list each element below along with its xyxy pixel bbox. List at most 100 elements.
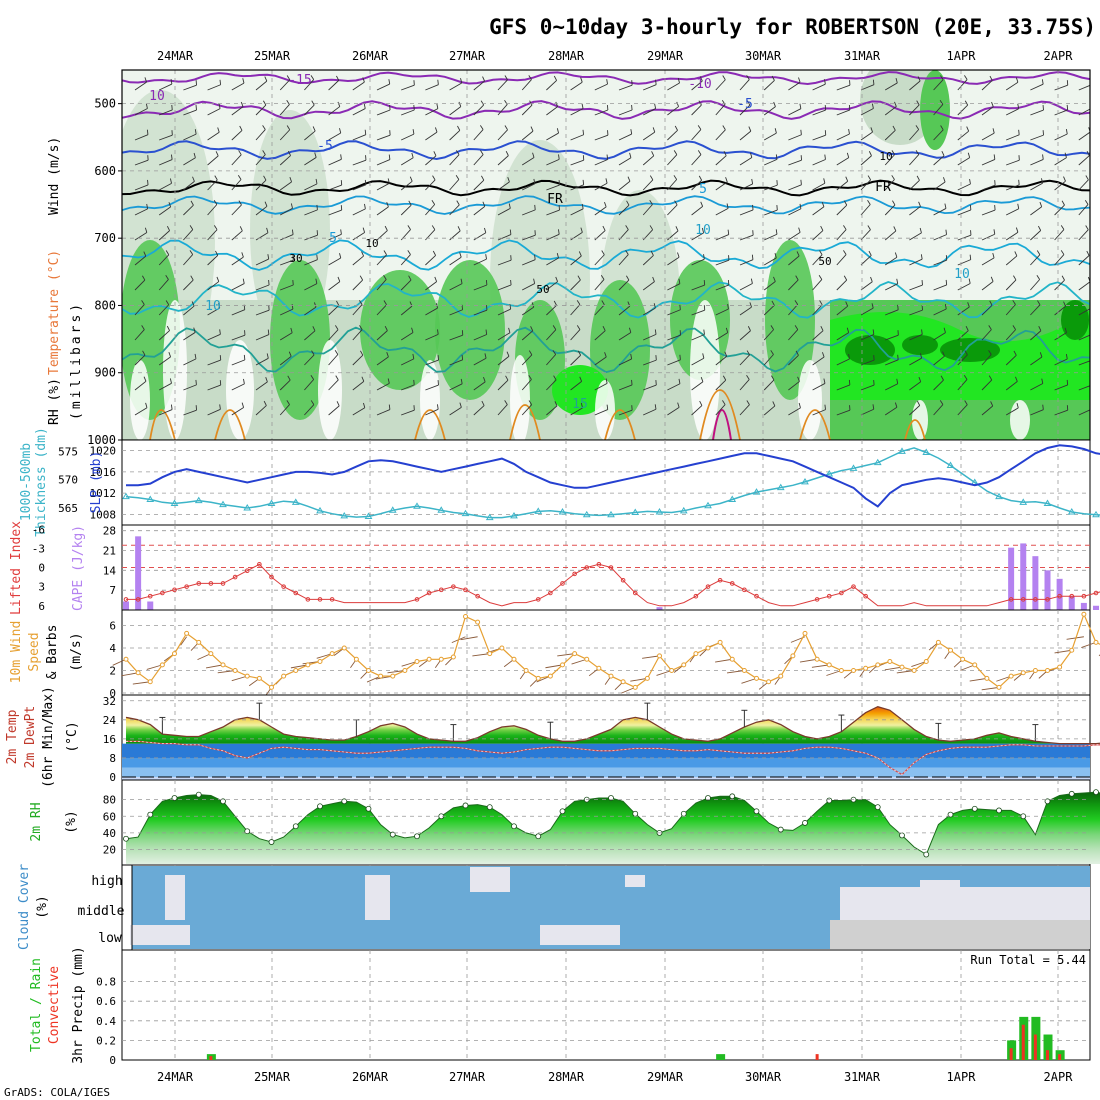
cape-bar: [656, 607, 663, 610]
wind-barb: [521, 354, 533, 366]
rh-cell: [902, 335, 938, 355]
rh-point: [899, 832, 905, 839]
thickness-point: [122, 492, 130, 500]
wind-barb-flag: [606, 154, 609, 160]
wind-barb: [279, 332, 293, 341]
wind-speed-point: [741, 668, 747, 673]
wind-barb-flag: [723, 150, 727, 156]
rh-point: [535, 833, 542, 840]
wind-barb: [158, 356, 171, 366]
thickness-point: [898, 447, 906, 454]
wind-barb-flag: [604, 201, 607, 207]
wind-barb-flag: [795, 350, 799, 356]
wind-barb-flag: [845, 176, 849, 182]
wind-barb-flag: [871, 303, 874, 309]
wind-barb-flag: [677, 78, 680, 84]
wind-barb: [1054, 358, 1068, 366]
wind-barb: [255, 129, 266, 141]
wind-barb-flag: [556, 253, 559, 259]
thickness-point: [728, 495, 737, 502]
wind-barb: [656, 670, 672, 676]
wind-barb: [799, 658, 818, 663]
wind-barb: [860, 359, 875, 366]
date-label-bottom: 27MAR: [449, 1070, 486, 1084]
lifted-cape-panel: 7 14 21 28 -6 -3 0 3 6 Lifted Index CAPE (J/kg): [9, 521, 1100, 615]
wind-barb-flag: [360, 350, 364, 356]
isotherm-label: 5: [329, 231, 337, 246]
wind-barb-flag: [1015, 227, 1019, 233]
wind-barb: [546, 281, 558, 291]
wind-barb: [643, 359, 657, 366]
wind-barb: [1005, 304, 1016, 316]
wind-barb: [957, 104, 969, 116]
lifted-index-point: [851, 584, 856, 589]
wind-speed-point: [608, 673, 614, 679]
wind-barb: [715, 234, 729, 241]
wind-barb-flag: [992, 128, 995, 134]
wind-barb: [909, 381, 921, 391]
wind-barb-flag: [388, 404, 391, 410]
wind-barb: [1054, 180, 1066, 191]
wind-barb-flag: [1064, 152, 1067, 158]
pressure-tick-label: 900: [94, 366, 116, 380]
wind-speed-point: [1093, 639, 1099, 645]
wind-barb: [618, 157, 632, 166]
lifted-index-point: [414, 597, 420, 602]
rh-axis-label-line: 2m RH: [29, 802, 44, 841]
wind-barb-flag: [458, 101, 462, 107]
thickness-point: [922, 448, 931, 455]
wind-barb: [763, 80, 775, 91]
wind-barb: [594, 182, 608, 191]
rh-point: [996, 807, 1002, 814]
wind-barb: [280, 259, 294, 266]
wind-barb: [473, 405, 485, 416]
wind-barb-flag: [407, 225, 411, 230]
lifted-index-point: [693, 593, 699, 599]
pressure-axis-label: (millibars): [69, 301, 84, 420]
cloud-axis-label: Cloud Cover (%): [17, 864, 50, 950]
wind-barb: [1054, 332, 1067, 341]
wind-barb: [788, 407, 801, 416]
wind-barb: [328, 233, 342, 241]
wind-barb: [1054, 305, 1066, 316]
wind-barb: [158, 254, 170, 266]
wind-barb-flag: [242, 278, 245, 284]
wind-barb: [933, 308, 947, 316]
rh-label: 50: [536, 283, 549, 296]
wind-barb-flag: [287, 375, 291, 381]
wind-speed-point: [487, 651, 493, 657]
wind-barb-flag: [920, 353, 923, 359]
wind-axis-label-line: 10m Wind: [9, 621, 24, 684]
rh-cell: [860, 70, 940, 145]
wind-barb-flag: [1064, 327, 1067, 333]
wind-speed-point: [269, 684, 274, 690]
wind-barb-flag: [358, 300, 363, 305]
wind-barb: [387, 670, 405, 674]
wind-barb-flag: [1018, 179, 1020, 185]
wind-barb-flag: [771, 300, 775, 306]
wind-barb-flag: [722, 125, 726, 131]
wind-barb: [571, 658, 587, 665]
wind-barb-flag: [243, 378, 245, 384]
rh-label: 50: [818, 255, 831, 268]
wind-barb-flag: [1015, 376, 1018, 382]
wind-barb: [836, 409, 851, 416]
wind-speed-point: [341, 645, 347, 651]
cloud-gap: [165, 875, 185, 920]
thickness-point: [655, 507, 664, 515]
lifted-index-point: [729, 581, 735, 586]
wind-barb: [1054, 279, 1065, 291]
wind-barb: [207, 307, 220, 316]
wind-barb-flag: [699, 400, 703, 406]
wind-barb-flag: [674, 125, 678, 131]
wind-barb: [231, 154, 242, 166]
wind-barb-flag: [651, 151, 655, 156]
cape-bar: [1008, 547, 1015, 610]
wind-barb-flag: [746, 75, 750, 80]
wind-barb: [521, 379, 532, 391]
wind-barb-flag: [870, 127, 873, 133]
wind-barb-flag: [213, 225, 218, 230]
rh-point: [802, 820, 808, 826]
wind-barb: [425, 108, 439, 116]
wind-barb: [231, 334, 246, 341]
